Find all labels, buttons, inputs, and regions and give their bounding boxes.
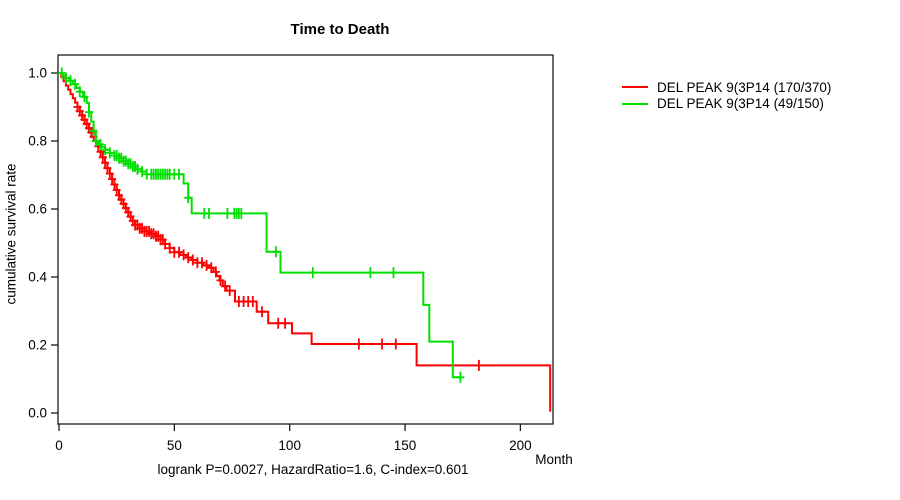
y-axis: 0.0 0.2 0.4 0.6 0.8 1.0	[28, 66, 58, 421]
x-tick-label: 150	[394, 438, 417, 453]
legend-label: DEL PEAK 9(3P14 (170/370)	[657, 79, 832, 95]
plot-box	[57, 54, 554, 425]
y-tick-label: 1.0	[28, 66, 47, 81]
x-tick-label: 100	[278, 438, 301, 453]
survival-step-line	[59, 72, 552, 412]
legend: DEL PEAK 9(3P14 (170/370) DEL PEAK 9(3P1…	[622, 79, 831, 112]
x-tick-label: 0	[55, 438, 63, 453]
x-tick-label: 50	[167, 438, 182, 453]
y-axis-label: cumulative survival rate	[3, 163, 19, 305]
x-tick-label: 200	[509, 438, 532, 453]
survival-step-line	[59, 72, 462, 379]
y-tick-label: 0.4	[28, 270, 47, 285]
y-tick-label: 0.6	[28, 202, 47, 217]
legend-row: DEL PEAK 9(3P14 (170/370)	[622, 79, 831, 96]
y-tick-label: 0.8	[28, 134, 47, 149]
y-tick-label: 0.0	[28, 406, 47, 421]
red-survival-curve	[59, 72, 552, 412]
legend-line-sample-green	[622, 102, 648, 105]
legend-label: DEL PEAK 9(3P14 (49/150)	[657, 96, 824, 112]
legend-line-sample-red	[622, 86, 648, 89]
green-survival-curve	[57, 67, 465, 383]
censor-tick-marks	[73, 101, 483, 371]
x-axis-label: Month	[535, 452, 573, 467]
y-tick-label: 0.2	[28, 338, 47, 353]
chart-title: Time to Death	[290, 21, 390, 38]
x-axis: 0 50 100 150 200	[55, 424, 532, 453]
censor-tick-marks	[57, 67, 465, 383]
statistics-caption: logrank P=0.0027, HazardRatio=1.6, C-ind…	[157, 462, 469, 477]
legend-row: DEL PEAK 9(3P14 (49/150)	[622, 96, 831, 113]
